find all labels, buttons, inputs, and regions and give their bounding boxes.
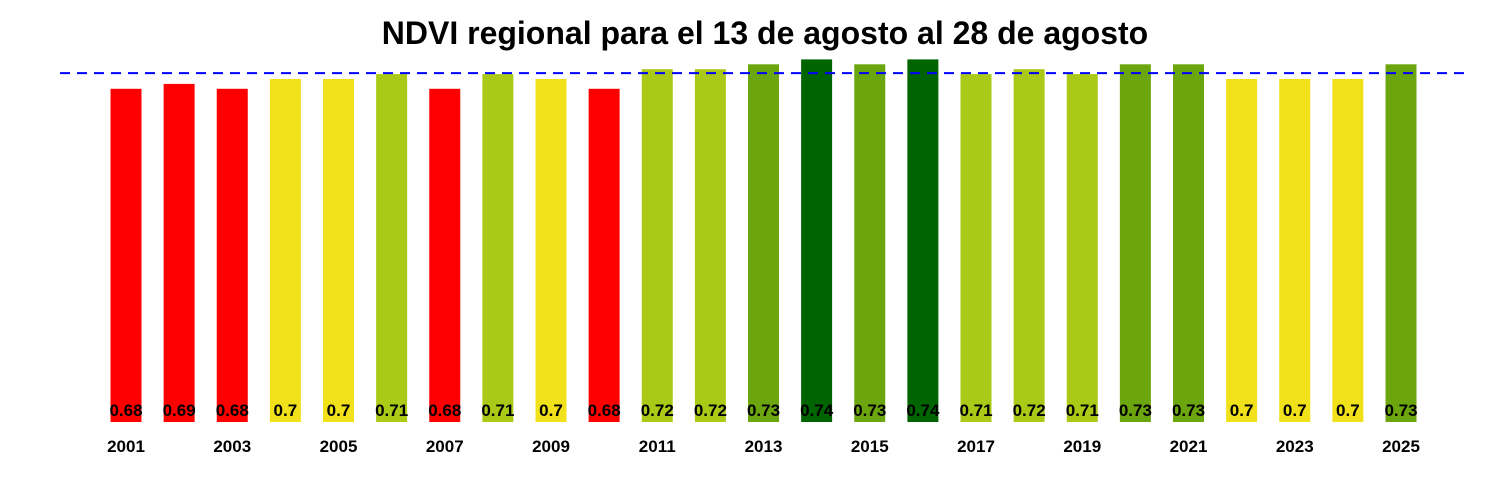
data-label-2020: 0.73: [1119, 401, 1152, 420]
bar-2005: [323, 79, 354, 422]
data-label-2011: 0.72: [641, 401, 674, 420]
data-label-2023: 0.7: [1283, 401, 1307, 420]
bar-2024: [1332, 79, 1364, 422]
data-label-2016: 0.74: [906, 401, 940, 420]
data-label-2025: 0.73: [1384, 401, 1417, 420]
data-label-2017: 0.71: [959, 401, 992, 420]
data-label-2019: 0.71: [1066, 401, 1099, 420]
bar-2010: [588, 88, 620, 423]
data-label-2013: 0.73: [747, 401, 780, 420]
data-label-2001: 0.68: [109, 401, 142, 420]
data-label-2003: 0.68: [216, 401, 249, 420]
x-tick-label-2013: 2013: [745, 437, 783, 456]
x-tick-label-2011: 2011: [639, 437, 676, 456]
x-tick-label-2003: 2003: [213, 437, 251, 456]
x-tick-label-2023: 2023: [1276, 437, 1314, 456]
bar-2001: [110, 88, 142, 423]
data-label-2024: 0.7: [1336, 401, 1360, 420]
data-label-2005: 0.7: [327, 401, 351, 420]
x-tick-label-2019: 2019: [1063, 437, 1101, 456]
data-label-2008: 0.71: [481, 401, 514, 420]
data-label-2021: 0.73: [1172, 401, 1205, 420]
x-tick-label-2015: 2015: [851, 437, 889, 456]
bar-2008: [482, 74, 514, 422]
data-label-2009: 0.7: [539, 401, 563, 420]
x-tick-label-2009: 2009: [532, 437, 570, 456]
bar-2022: [1226, 79, 1258, 422]
data-label-2006: 0.71: [375, 401, 408, 420]
bar-2018: [1013, 69, 1045, 422]
bar-2007: [429, 88, 461, 423]
bar-2012: [694, 69, 726, 422]
data-label-2012: 0.72: [694, 401, 727, 420]
bar-2011: [641, 69, 673, 422]
bar-2006: [376, 74, 408, 422]
x-tick-label-2021: 2021: [1170, 437, 1208, 456]
bar-2015: [854, 64, 886, 423]
data-label-2018: 0.72: [1013, 401, 1046, 420]
x-tick-label-2005: 2005: [320, 437, 358, 456]
bar-2013: [748, 64, 779, 423]
bar-2014: [801, 59, 833, 423]
x-tick-label-2025: 2025: [1382, 437, 1420, 456]
bar-2009: [535, 79, 567, 422]
bar-2020: [1119, 64, 1151, 423]
data-label-2015: 0.73: [853, 401, 886, 420]
bar-2021: [1173, 64, 1204, 423]
bar-2017: [960, 74, 992, 422]
data-label-2010: 0.68: [588, 401, 621, 420]
x-tick-label-2001: 2001: [107, 437, 145, 456]
x-tick-label-2007: 2007: [426, 437, 464, 456]
data-label-2022: 0.7: [1230, 401, 1254, 420]
bar-2016: [907, 59, 939, 423]
bar-2002: [163, 83, 195, 423]
chart-title: NDVI regional para el 13 de agosto al 28…: [382, 15, 1148, 51]
data-label-2004: 0.7: [274, 401, 298, 420]
data-label-2014: 0.74: [800, 401, 834, 420]
x-tick-label-2017: 2017: [957, 437, 995, 456]
bar-2025: [1385, 64, 1417, 423]
bar-2023: [1279, 79, 1311, 422]
bar-2019: [1066, 74, 1098, 422]
bar-2003: [216, 88, 248, 423]
data-label-2007: 0.68: [428, 401, 461, 420]
data-label-2002: 0.69: [163, 401, 196, 420]
bar-2004: [269, 79, 301, 422]
